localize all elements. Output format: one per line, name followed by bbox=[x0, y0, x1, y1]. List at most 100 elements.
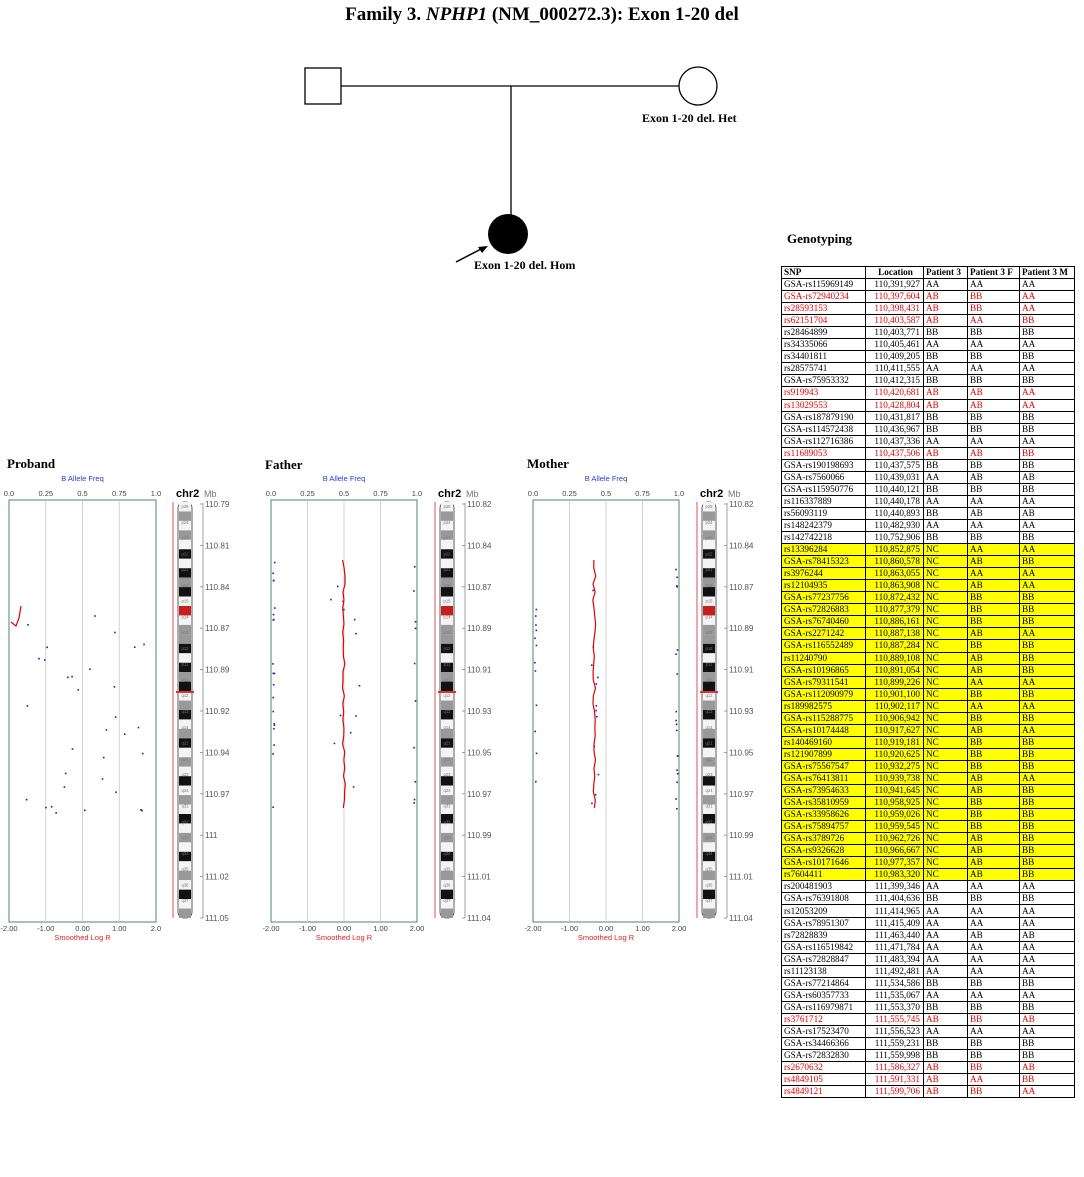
baf-point bbox=[43, 659, 46, 661]
lrr-line bbox=[592, 559, 597, 809]
band-label: p24 bbox=[444, 520, 452, 525]
chromosome-band bbox=[441, 880, 453, 890]
mother-cell: BB bbox=[1019, 531, 1075, 545]
chromosome-band bbox=[703, 502, 715, 512]
chromosome-band bbox=[179, 861, 191, 871]
band-label: q32 bbox=[444, 819, 452, 824]
patient-cell: NC bbox=[923, 579, 968, 593]
baf-tick-label: 0.75 bbox=[635, 489, 650, 498]
band-label: q36 bbox=[444, 882, 452, 887]
patient-cell: AB bbox=[923, 1012, 968, 1026]
table-header-row: SNP Location Patient 3 Patient 3 F Patie… bbox=[781, 265, 1075, 280]
mother-cell: AA bbox=[1019, 398, 1075, 412]
lrr-tick-label: -1.00 bbox=[299, 924, 316, 933]
mb-tick-label: 110.84 bbox=[467, 541, 492, 550]
patient-cell: AA bbox=[923, 880, 968, 894]
baf-point bbox=[272, 613, 275, 616]
snp-cell: GSA-rs2271242 bbox=[781, 627, 866, 641]
table-row: GSA-rs17523470 111,556,523 AA AA AA bbox=[781, 1024, 1075, 1039]
mb-tick-label: 110.82 bbox=[729, 500, 754, 509]
baf-point bbox=[414, 700, 417, 702]
table-row: GSA-rs112090979 110,901,100 NC BB BB bbox=[781, 687, 1075, 701]
snp-cell: GSA-rs34466366 bbox=[781, 1036, 866, 1051]
band-label: q13 bbox=[444, 709, 452, 714]
table-row: GSA-rs7560066 110,439,031 AA AB AB bbox=[781, 470, 1075, 484]
location-cell: 110,902,117 bbox=[865, 699, 924, 713]
father-cell: BB bbox=[967, 1012, 1020, 1026]
baf-point bbox=[535, 780, 537, 783]
father-cell: AB bbox=[967, 723, 1020, 737]
baf-point bbox=[352, 786, 355, 788]
patient-cell: AA bbox=[923, 904, 968, 918]
location-cell: 110,939,738 bbox=[865, 771, 924, 786]
band-label: p25 bbox=[444, 504, 452, 509]
mb-tick-label: 111.01 bbox=[729, 873, 753, 882]
lrr-line bbox=[10, 605, 22, 627]
patient-cell: NC bbox=[923, 603, 968, 617]
father-cell: AB bbox=[967, 784, 1020, 798]
baf-point bbox=[272, 710, 275, 713]
mother-cell: BB bbox=[1019, 555, 1075, 569]
patient-cell: NC bbox=[923, 759, 968, 773]
baf-point bbox=[272, 572, 274, 575]
mother-cell: BB bbox=[1019, 410, 1075, 424]
location-cell: 110,403,587 bbox=[865, 314, 924, 328]
mother-cell: BB bbox=[1019, 856, 1075, 870]
table-row: GSA-rs77214864 111,534,586 BB BB BB bbox=[781, 976, 1075, 990]
mother-cell: AA bbox=[1019, 675, 1075, 689]
band-label: q31 bbox=[706, 804, 714, 809]
baf-point bbox=[595, 709, 597, 712]
snp-cell: GSA-rs72832830 bbox=[781, 1049, 866, 1063]
baf-tick-label: 0.0 bbox=[528, 489, 538, 498]
snp-cell: GSA-rs60357733 bbox=[781, 988, 866, 1002]
table-row: GSA-rs76413811 110,939,738 NC AB AA bbox=[781, 771, 1075, 786]
lrr-axis-label: Smoothed Log R bbox=[316, 933, 373, 942]
location-cell: 110,398,431 bbox=[865, 302, 924, 316]
chromosome-band bbox=[703, 804, 715, 814]
chromosome-band bbox=[703, 691, 715, 701]
panel-title-mother: Mother bbox=[527, 456, 569, 471]
father-cell: AA bbox=[967, 338, 1020, 352]
chromosome-band bbox=[179, 596, 191, 606]
band-label: q13 bbox=[182, 709, 190, 714]
baf-tick-label: 0.0 bbox=[4, 489, 14, 498]
mother-cell: AA bbox=[1019, 278, 1075, 292]
table-row: rs3761712 111,555,745 AB BB AB bbox=[781, 1012, 1075, 1026]
chromosome-band bbox=[703, 719, 715, 729]
band-label: q34 bbox=[182, 851, 190, 856]
baf-point bbox=[114, 716, 117, 718]
band-label: q24 bbox=[182, 788, 190, 793]
patient-cell: AB bbox=[923, 1073, 968, 1087]
band-label: q34 bbox=[444, 851, 452, 856]
snp-cell: rs11240790 bbox=[781, 651, 866, 665]
father-cell: AB bbox=[967, 446, 1020, 460]
table-row: GSA-rs78415323 110,860,578 NC AB BB bbox=[781, 555, 1075, 569]
table-row: rs11689053 110,437,506 AB AB BB bbox=[781, 446, 1075, 460]
baf-point bbox=[342, 600, 344, 603]
chromosome-band bbox=[179, 776, 191, 786]
patient-cell: AA bbox=[923, 362, 968, 376]
location-cell: 110,906,942 bbox=[865, 711, 924, 725]
snp-cell: GSA-rs10174448 bbox=[781, 723, 866, 737]
mb-tick-label: 110.95 bbox=[729, 748, 754, 757]
baf-point bbox=[675, 723, 678, 726]
patient-cell: NC bbox=[923, 747, 968, 761]
location-cell: 110,977,357 bbox=[865, 856, 924, 870]
mother-cell: AB bbox=[1019, 1061, 1075, 1075]
location-cell: 111,559,231 bbox=[865, 1036, 924, 1051]
chromosome-band bbox=[179, 577, 191, 588]
pedigree-diagram bbox=[304, 66, 718, 263]
chromosome-band bbox=[703, 832, 715, 843]
baf-point bbox=[534, 670, 537, 672]
chromosome-band bbox=[441, 568, 453, 578]
baf-point bbox=[592, 589, 594, 592]
band-label: q31 bbox=[444, 804, 452, 809]
baf-tick-label: 0.75 bbox=[112, 489, 127, 498]
snp-cell: GSA-rs7560066 bbox=[781, 470, 866, 484]
table-row: GSA-rs115288775 110,906,942 NC BB BB bbox=[781, 711, 1075, 725]
snp-cell: GSA-rs72940234 bbox=[781, 290, 866, 304]
chromosome-band bbox=[179, 710, 191, 720]
chromosome-band bbox=[441, 530, 453, 540]
mb-tick-label: 110.81 bbox=[205, 541, 230, 550]
location-cell: 110,917,627 bbox=[865, 723, 924, 737]
